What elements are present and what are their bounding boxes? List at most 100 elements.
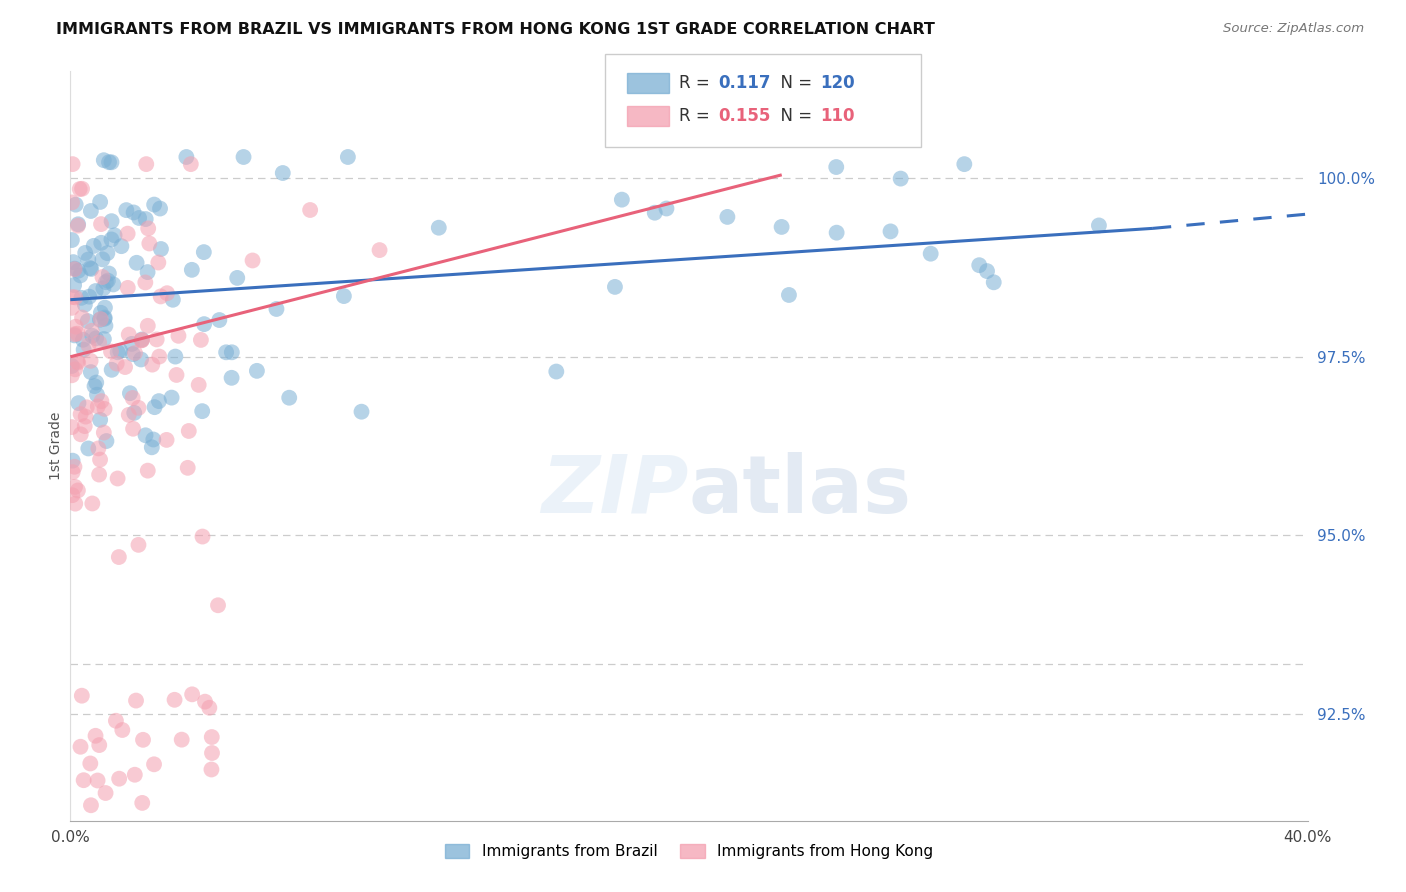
Point <box>110 239 132 253</box>
Point <box>77 290 100 304</box>
Point <box>148 350 170 364</box>
Point <box>100 214 122 228</box>
Point <box>97 267 120 281</box>
Point <box>89 335 111 350</box>
Point <box>103 277 125 292</box>
Point <box>127 538 149 552</box>
Point <box>63 328 86 343</box>
Point <box>131 333 153 347</box>
Point <box>82 496 104 510</box>
Point <box>94 275 117 289</box>
Point <box>108 549 131 564</box>
Point <box>63 480 86 494</box>
Point <box>60 420 83 434</box>
Point <box>90 217 112 231</box>
Point <box>93 401 115 416</box>
Y-axis label: 1st Grade: 1st Grade <box>49 412 63 480</box>
Point <box>333 289 356 303</box>
Point <box>80 324 103 338</box>
Point <box>976 264 998 278</box>
Point <box>67 264 90 278</box>
Point <box>87 400 110 414</box>
Point <box>73 343 96 357</box>
Point <box>100 363 122 377</box>
Point <box>155 433 177 447</box>
Text: Source: ZipAtlas.com: Source: ZipAtlas.com <box>1223 22 1364 36</box>
Point <box>76 314 98 328</box>
Point <box>77 442 100 456</box>
Point <box>1088 219 1111 233</box>
Point <box>124 768 146 782</box>
Point <box>125 256 148 270</box>
Point <box>967 258 990 272</box>
Point <box>427 220 450 235</box>
Point <box>91 252 114 267</box>
Point <box>121 337 143 351</box>
Point <box>190 333 212 347</box>
Point <box>94 301 117 315</box>
Point <box>93 332 115 346</box>
Point <box>93 425 115 440</box>
Point <box>70 689 93 703</box>
Point <box>76 401 98 415</box>
Point <box>90 306 112 320</box>
Point <box>121 347 143 361</box>
Point <box>79 756 101 771</box>
Point <box>67 396 90 410</box>
Point <box>94 318 117 333</box>
Point <box>111 723 134 737</box>
Point <box>920 246 942 260</box>
Point <box>89 312 111 326</box>
Point <box>166 368 188 382</box>
Point <box>60 233 83 247</box>
Point <box>90 312 112 326</box>
Point <box>66 354 89 368</box>
Point <box>198 700 221 714</box>
Point <box>67 355 90 369</box>
Point <box>108 772 131 786</box>
Point <box>193 317 215 331</box>
Point <box>86 387 108 401</box>
Point <box>60 368 83 383</box>
Point <box>86 773 108 788</box>
Point <box>105 357 128 371</box>
Point <box>278 391 301 405</box>
Point <box>63 362 86 376</box>
Point <box>70 310 93 325</box>
Point <box>89 194 111 209</box>
Point <box>65 290 87 304</box>
Point <box>62 255 84 269</box>
Text: 110: 110 <box>820 107 855 125</box>
Point <box>80 365 103 379</box>
Point <box>107 471 129 485</box>
Point <box>145 333 167 347</box>
Point <box>62 157 84 171</box>
Point <box>162 293 184 307</box>
Point <box>118 327 141 342</box>
Point <box>89 738 111 752</box>
Point <box>221 345 243 359</box>
Point <box>84 284 107 298</box>
Text: 120: 120 <box>820 74 855 92</box>
Point <box>187 377 209 392</box>
Point <box>655 202 678 216</box>
Point <box>242 253 264 268</box>
Point <box>953 157 976 171</box>
Point <box>79 261 101 276</box>
Point <box>77 338 100 352</box>
Point <box>246 364 269 378</box>
Point <box>100 344 122 359</box>
Point <box>177 424 200 438</box>
Point <box>82 328 104 343</box>
Point <box>89 452 111 467</box>
Point <box>60 195 83 210</box>
Point <box>83 379 105 393</box>
Point <box>149 289 172 303</box>
Text: N =: N = <box>770 74 818 92</box>
Point <box>73 773 96 788</box>
Point <box>156 286 179 301</box>
Point <box>163 693 186 707</box>
Point <box>90 235 112 250</box>
Point <box>87 442 110 456</box>
Point <box>118 408 141 422</box>
